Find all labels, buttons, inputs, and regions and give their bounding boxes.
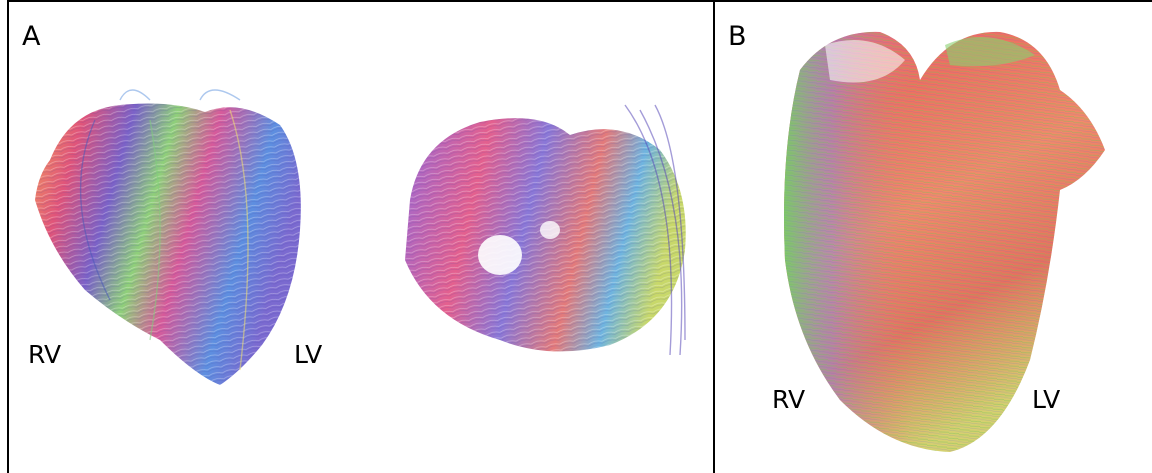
heart-short-axis-view xyxy=(405,105,686,355)
panel-label: B xyxy=(728,21,747,52)
annotation: LV xyxy=(294,340,322,369)
figure: A RV LV B RV LV xyxy=(0,0,1152,473)
annotation: RV xyxy=(772,385,805,414)
panel-label: A xyxy=(22,21,41,52)
annotation: RV xyxy=(28,340,61,369)
annotation: LV xyxy=(1032,385,1060,414)
heart-front-view xyxy=(35,90,301,385)
